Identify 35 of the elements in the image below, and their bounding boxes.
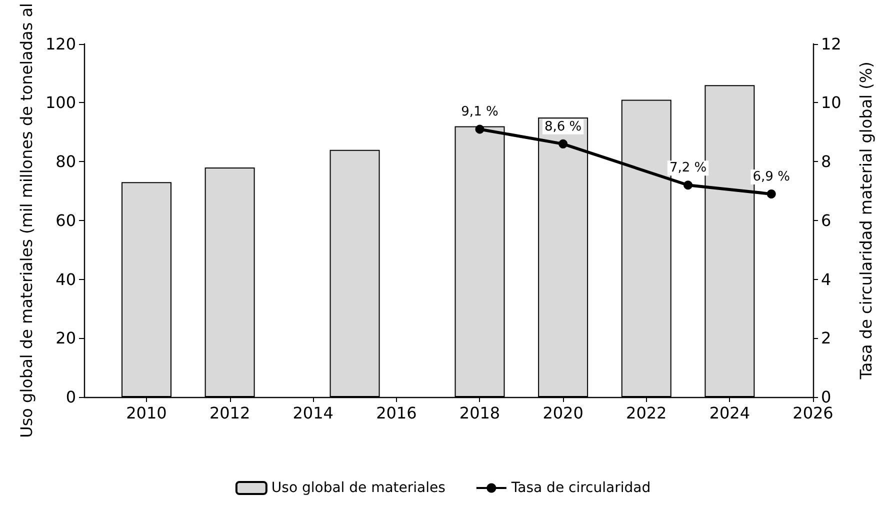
x-tick-label: 2020 [542,404,584,422]
y-axis-title: Uso global de materiales (mil millones de toneladas al [17,3,36,438]
y-tick-label: 20 [56,328,76,348]
data-label: 6,9 % [752,169,790,184]
y2-tick-label: 8 [821,152,832,172]
x-tick-label: 2018 [459,404,500,422]
y2-tick-label: 6 [821,210,832,230]
x-tick-label: 2016 [376,404,417,422]
x-tick-label: 2014 [292,404,334,422]
y-tick-label: 80 [56,152,76,172]
y-tick-label: 100 [45,93,76,112]
y2-tick-label: 12 [821,34,842,54]
x-tick-label: 2010 [126,404,167,422]
y-tick-label: 0 [66,388,76,406]
y2-tick-label: 4 [821,270,832,289]
point [475,124,484,134]
y2-axis-title: Tasa de circularidad material global (%) [856,62,876,380]
x-tick-label: 2024 [709,404,750,422]
y-tick-label: 40 [56,270,76,289]
legend-label: Uso global de materiales [271,480,446,496]
x-tick-label: 2012 [209,404,250,422]
data-label: 7,2 % [669,160,707,176]
y2-tick-label: 2 [821,328,832,348]
point [558,139,568,148]
y2-tick-label: 0 [821,388,832,406]
data-label: 9,1 % [461,104,498,120]
y-tick-label: 60 [56,210,76,230]
data-label: 8,6 % [544,119,582,134]
y-tick-label: 120 [45,34,76,54]
y2-tick-label: 10 [821,93,842,112]
point [766,189,776,198]
legend-label: Tasa de circularidad [510,480,651,496]
point [684,180,693,190]
x-tick-label: 2026 [792,404,834,422]
x-tick-label: 2022 [626,404,667,422]
